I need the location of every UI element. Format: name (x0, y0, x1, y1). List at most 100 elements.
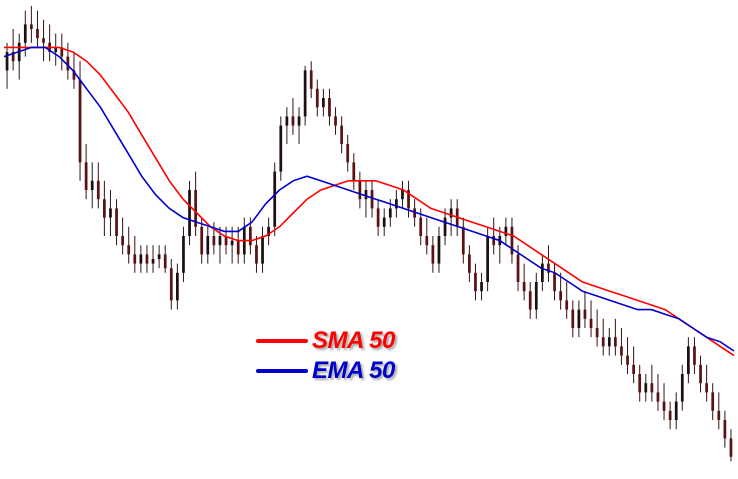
candle-body (650, 383, 654, 393)
candle (109, 190, 112, 236)
candle-body (303, 70, 307, 117)
candle (492, 217, 496, 255)
candle-body (638, 374, 642, 393)
candle-body (364, 190, 368, 200)
candle-body (589, 318, 593, 328)
candle (200, 217, 204, 264)
candlesticks (5, 6, 733, 462)
candle (638, 364, 642, 402)
candle (534, 272, 538, 319)
candle (510, 217, 514, 264)
candle (163, 245, 167, 273)
candle (194, 171, 197, 236)
candle (139, 245, 143, 273)
candle-body (115, 208, 118, 236)
candle (395, 190, 398, 218)
candle-body (54, 47, 58, 52)
candle-body (66, 56, 70, 71)
candle-body (255, 245, 258, 264)
candle-body (169, 268, 173, 301)
candle (571, 300, 575, 338)
candle-body (23, 24, 27, 43)
candle-body (553, 272, 556, 292)
candle-body (334, 116, 337, 126)
candle-body (285, 116, 289, 126)
candle-body (534, 282, 538, 310)
candle (729, 429, 733, 462)
candle (504, 217, 508, 246)
legend-swatch-ema (256, 369, 308, 373)
candle (522, 263, 526, 301)
candle-body (504, 226, 508, 236)
candle (589, 300, 593, 338)
candle (553, 263, 556, 301)
candle-body (437, 236, 441, 264)
candle-body (687, 346, 690, 374)
candle-body (388, 208, 392, 218)
candle-body (212, 236, 216, 246)
candle-body (60, 47, 64, 57)
candle (723, 410, 727, 448)
candle (614, 318, 617, 356)
candle (182, 226, 185, 282)
candle (680, 364, 684, 411)
candle-body (413, 208, 416, 218)
candle (705, 364, 708, 402)
candle-body (133, 254, 137, 264)
candle-body (352, 162, 356, 181)
candle-body (36, 29, 39, 39)
candle-body (486, 236, 489, 282)
candle (334, 107, 337, 135)
candle (279, 116, 283, 181)
candle (358, 171, 362, 209)
candle (303, 65, 307, 126)
candle-body (577, 309, 581, 328)
candle-body (109, 208, 112, 218)
candle (662, 383, 666, 420)
candle (169, 259, 173, 310)
candle-body (528, 291, 532, 310)
candle-body (157, 254, 161, 259)
candle-body (674, 401, 678, 420)
candle-body (200, 226, 204, 255)
candle-body (90, 180, 94, 190)
candle-body (425, 236, 429, 246)
candle-body (382, 217, 386, 227)
candle (565, 282, 569, 319)
candle-body (273, 171, 277, 227)
candle-body (376, 208, 380, 227)
candle-body (480, 282, 483, 292)
candle-body (96, 180, 100, 200)
candle (364, 180, 368, 218)
candle (461, 217, 465, 264)
candle-body (5, 52, 9, 71)
candle (413, 199, 416, 227)
candle (340, 116, 343, 154)
candle-body (626, 355, 629, 365)
candle (650, 364, 654, 402)
candle-body (103, 199, 106, 218)
candle-body (11, 52, 15, 62)
candle-body (145, 254, 149, 264)
candle-body (522, 282, 526, 292)
candle (133, 236, 137, 273)
legend-label-sma: SMA 50 (312, 327, 395, 354)
candle (632, 346, 635, 384)
candle (468, 245, 471, 282)
candle-body (601, 337, 605, 347)
candle (668, 401, 672, 430)
candle (541, 254, 544, 292)
candle-body (583, 309, 587, 319)
candle (60, 33, 64, 71)
candle-body (693, 346, 696, 365)
candle (84, 144, 88, 200)
candle (17, 33, 21, 80)
candle (595, 309, 599, 347)
legend: SMA 50 EMA 50 (256, 326, 395, 386)
candle (528, 282, 532, 319)
candle (11, 29, 15, 71)
candle (717, 392, 721, 430)
candle-body (644, 383, 648, 393)
